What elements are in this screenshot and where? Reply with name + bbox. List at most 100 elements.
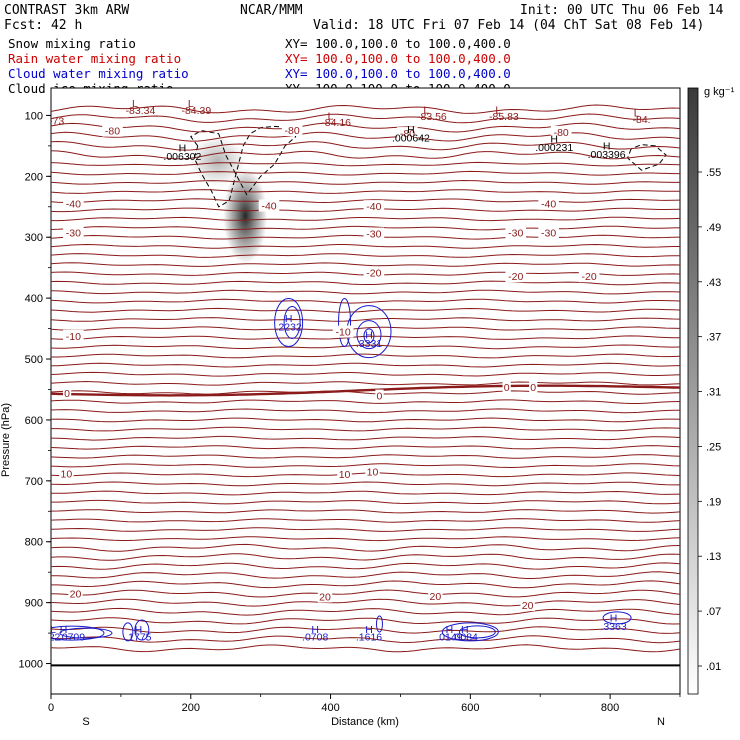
isotherm-line <box>51 626 680 634</box>
isotherm-line <box>51 481 680 487</box>
snow-max-label: .000231 <box>535 142 573 154</box>
colorbar: .01 .07 .13 .19 .25 .31 .37 .43 .49 .55 g kg⁻¹ <box>687 86 735 695</box>
isotherm-label: 0 <box>504 382 510 394</box>
isotherm-line <box>51 104 680 114</box>
temperature-min-value: -85.83 <box>489 111 519 123</box>
y-tick-label: 500 <box>25 354 43 366</box>
isotherm-label-bg <box>375 389 384 402</box>
isotherm-line <box>51 253 680 258</box>
south-end-label: S <box>82 716 89 728</box>
organization-label: NCAR/MMM <box>240 3 303 18</box>
isotherm-label-bg <box>59 467 74 480</box>
isotherm-label: 0 <box>377 391 383 403</box>
isotherm-line <box>51 326 680 331</box>
isotherm-label: 0 <box>530 382 536 394</box>
temperature-min-mark: L <box>188 98 194 110</box>
cloud-ice-contour-north <box>627 144 667 171</box>
temperature-min-value: -84.16 <box>321 117 351 129</box>
cloud-water-contour <box>122 622 134 642</box>
isotherm-line <box>51 553 680 561</box>
y-tick-label: 1000 <box>19 659 43 671</box>
colorbar-tick-label: .49 <box>706 222 721 234</box>
isotherm-label: -20 <box>508 271 523 283</box>
y-tick-label: 400 <box>25 293 43 305</box>
isotherm-line <box>51 380 680 386</box>
temperature-min-value: -84.39 <box>181 105 211 117</box>
isotherm-line <box>51 399 680 404</box>
isotherm-label: -80 <box>105 126 120 138</box>
x-tick-label: 800 <box>601 702 619 714</box>
cloud-water-max-label: H <box>365 624 373 636</box>
field-xy-rain: XY= 100.0,100.0 to 100.0,400.0 <box>285 51 511 66</box>
isotherm-label-bg <box>502 381 511 394</box>
isotherm-label-bg <box>520 599 535 612</box>
isotherm-label: -30 <box>508 227 523 239</box>
isotherm-label: -30 <box>366 229 381 241</box>
cloud-water-contour <box>375 615 383 633</box>
isotherm-label: -40 <box>541 199 556 211</box>
colorbar-scale <box>687 87 699 695</box>
isotherm-label-bg <box>102 124 123 137</box>
isotherm-line <box>51 198 680 204</box>
colorbar-tick-label: .55 <box>706 167 721 179</box>
isotherm-line <box>51 445 680 450</box>
cloud-water-max-label: .0709 <box>59 632 85 644</box>
isotherm-label-bg <box>363 227 385 240</box>
cloud-water-max-label: H <box>311 624 319 636</box>
isotherm-label: 20 <box>70 589 82 601</box>
colorbar-unit: g kg⁻¹ <box>704 86 735 98</box>
x-tick-label: 200 <box>182 702 200 714</box>
isotherm-label-bg <box>505 226 527 239</box>
isotherm-line <box>51 280 680 286</box>
isotherm-line <box>51 150 680 160</box>
isotherm-line <box>51 617 680 625</box>
y-tick-label: 800 <box>25 537 43 549</box>
temperature-min-mark: L <box>495 104 501 116</box>
isotherm-line <box>51 635 680 644</box>
colorbar-tick-label: .01 <box>706 661 721 673</box>
cloud-water-contour <box>458 625 496 639</box>
x-axis-label: Distance (km) <box>331 716 399 728</box>
isotherm-line <box>51 490 680 496</box>
isotherm-label-bg <box>363 266 385 279</box>
cloud-water-contour <box>283 305 301 339</box>
cloud-water-contour <box>134 619 150 641</box>
cloud-water-max-label: H <box>135 624 143 636</box>
isotherm-line <box>51 499 680 505</box>
isotherm-label: -10 <box>336 327 351 339</box>
isotherm-line <box>51 607 680 616</box>
y-tick-label: 900 <box>25 598 43 610</box>
isotherm-label: -40 <box>66 199 81 211</box>
cloud-water-max-label: H <box>285 313 293 325</box>
isotherm-label: -80 <box>400 128 415 140</box>
isotherm-label-bg <box>365 465 380 478</box>
colorbar-tick-label: .25 <box>706 441 721 453</box>
isotherm-line <box>51 189 680 194</box>
isotherm-line <box>51 509 680 514</box>
isotherm-line <box>51 463 680 469</box>
y-tick-label: 700 <box>25 476 43 488</box>
isotherm-line <box>51 307 680 313</box>
snow-max-label: H <box>407 124 415 136</box>
cloud-water-max-label: .2232 <box>275 322 301 334</box>
y-tick-label: 600 <box>25 415 43 427</box>
colorbar-tick-label: .07 <box>706 606 721 618</box>
x-tick-label: 0 <box>48 702 54 714</box>
cloud-water-max-label: .1775 <box>125 632 151 644</box>
cloud-water-max-label: H <box>365 330 373 342</box>
isotherm-label-bg <box>317 590 333 603</box>
isotherm-line <box>51 417 680 423</box>
isotherm-line <box>51 408 680 414</box>
cloud-water-contour <box>441 622 499 642</box>
cloud-water-max-label: .3331 <box>356 338 382 350</box>
isotherm-line <box>51 454 680 459</box>
isotherm-line <box>51 131 680 142</box>
cloud-water-max-label: H <box>60 624 68 636</box>
isotherm-line <box>51 113 680 124</box>
field-xy-cloud-water: XY= 100.0,100.0 to 100.0,400.0 <box>285 66 511 81</box>
isotherm-line <box>51 140 680 151</box>
isotherm-line <box>51 435 680 441</box>
cloud-water-contour <box>59 627 113 639</box>
cloud-water-max-label: .22 <box>46 632 61 644</box>
